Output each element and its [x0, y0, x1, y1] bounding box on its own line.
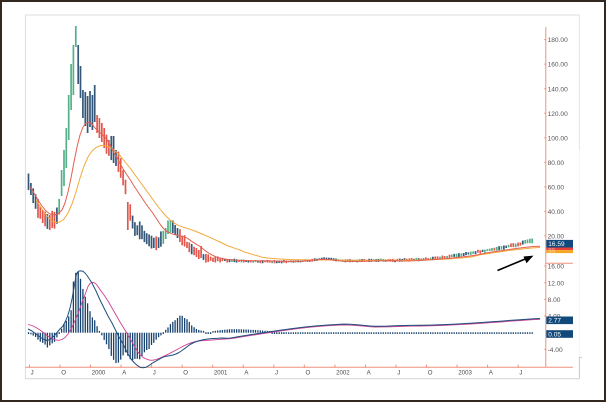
svg-text:O: O [306, 370, 311, 377]
svg-text:180.00: 180.00 [548, 37, 569, 44]
svg-text:2001: 2001 [214, 370, 228, 377]
svg-text:120.00: 120.00 [548, 111, 569, 118]
svg-text:15.27: 15.27 [548, 247, 555, 251]
svg-text:20.00: 20.00 [548, 234, 565, 241]
svg-text:O: O [183, 370, 188, 377]
svg-text:140.00: 140.00 [548, 86, 569, 93]
svg-text:80.00: 80.00 [548, 160, 565, 167]
svg-text:60.00: 60.00 [548, 185, 565, 192]
svg-text:J: J [31, 370, 34, 377]
svg-text:J: J [397, 370, 400, 377]
svg-text:A: A [489, 370, 494, 377]
svg-text:J: J [519, 370, 522, 377]
svg-text:14.31: 14.31 [548, 250, 555, 254]
svg-text:8.00: 8.00 [548, 297, 561, 304]
svg-text:O: O [428, 370, 433, 377]
svg-text:A: A [244, 370, 249, 377]
svg-text:J: J [153, 370, 156, 377]
svg-text:100.00: 100.00 [548, 135, 569, 142]
svg-text:0.05: 0.05 [548, 331, 561, 338]
svg-text:160.00: 160.00 [548, 62, 569, 69]
svg-text:-4.00: -4.00 [548, 347, 563, 354]
svg-text:J: J [275, 370, 278, 377]
svg-text:2003: 2003 [458, 370, 472, 377]
svg-text:2.77: 2.77 [548, 318, 561, 325]
svg-text:A: A [122, 370, 127, 377]
svg-text:12.00: 12.00 [548, 280, 565, 287]
svg-text:O: O [61, 370, 66, 377]
svg-text:16.00: 16.00 [548, 264, 565, 271]
svg-text:16.59: 16.59 [548, 241, 565, 248]
svg-text:2002: 2002 [336, 370, 350, 377]
svg-text:40.00: 40.00 [548, 209, 565, 216]
svg-text:A: A [367, 370, 372, 377]
svg-text:2000: 2000 [92, 370, 106, 377]
